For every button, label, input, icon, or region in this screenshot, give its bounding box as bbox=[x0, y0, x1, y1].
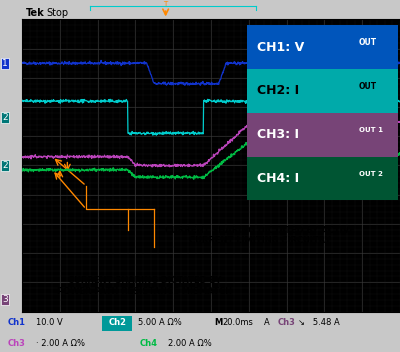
Text: OUT 2: OUT 2 bbox=[359, 171, 383, 177]
Text: OUT: OUT bbox=[359, 38, 377, 47]
Text: CH3: I: CH3: I bbox=[258, 128, 300, 141]
Bar bbox=[102, 315, 132, 331]
Text: 10.0 V: 10.0 V bbox=[36, 318, 63, 327]
Text: OUT: OUT bbox=[359, 82, 377, 91]
Text: 1: 1 bbox=[2, 59, 8, 68]
Text: CH2: I: CH2: I bbox=[258, 84, 300, 98]
Text: · 2.00 A Ω%: · 2.00 A Ω% bbox=[36, 339, 85, 347]
Text: OUT 1: OUT 1 bbox=[359, 127, 383, 133]
Bar bbox=[247, 25, 398, 69]
Text: ↘   5.48 A: ↘ 5.48 A bbox=[298, 318, 340, 327]
Text: T: T bbox=[164, 1, 168, 7]
Text: 2: 2 bbox=[2, 161, 8, 170]
Text: 2: 2 bbox=[2, 113, 8, 122]
Bar bbox=[247, 113, 398, 157]
Text: Stop: Stop bbox=[46, 8, 69, 18]
Text: Ch4: Ch4 bbox=[140, 339, 158, 347]
Text: 2.00 A Ω%: 2.00 A Ω% bbox=[168, 339, 212, 347]
Text: Ch3: Ch3 bbox=[8, 339, 26, 347]
Text: CH1: V: CH1: V bbox=[258, 40, 305, 54]
Text: Tek: Tek bbox=[26, 8, 44, 18]
Text: Ch1: Ch1 bbox=[8, 318, 26, 327]
Text: CURRENT SHARING DICTATED BY
POWER PATH RESISTANCE MISMATCH: CURRENT SHARING DICTATED BY POWER PATH R… bbox=[57, 276, 232, 296]
Text: Ch3: Ch3 bbox=[278, 318, 296, 327]
Text: A: A bbox=[264, 318, 270, 327]
Text: Ch2: Ch2 bbox=[108, 318, 126, 327]
Bar bbox=[247, 157, 398, 201]
Bar bbox=[247, 69, 398, 113]
Text: 20.0ms: 20.0ms bbox=[222, 318, 253, 327]
Text: 5.00 A Ω%: 5.00 A Ω% bbox=[138, 318, 182, 327]
Text: CH4: I: CH4: I bbox=[258, 172, 300, 185]
Text: CURRENT SHARING DICTATED BY ACTIVE
CURRENT LIMITING CIRCUITRY: CURRENT SHARING DICTATED BY ACTIVE CURRE… bbox=[165, 226, 355, 245]
Text: 3: 3 bbox=[2, 295, 8, 304]
Text: M: M bbox=[214, 318, 222, 327]
